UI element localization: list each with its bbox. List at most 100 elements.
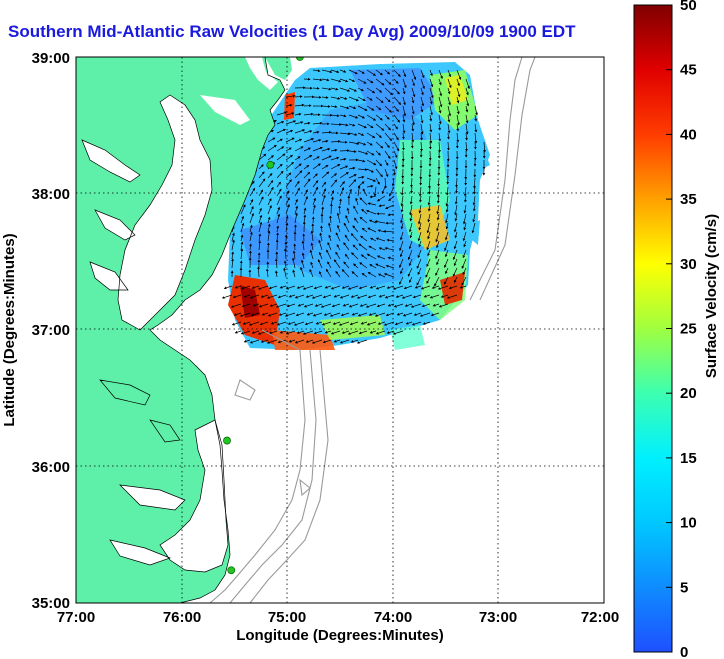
velocity-arrow xyxy=(437,177,440,187)
velocity-arrow xyxy=(343,261,350,269)
velocity-arrow xyxy=(387,303,395,307)
velocity-arrow xyxy=(408,258,413,267)
velocity-arrow xyxy=(399,231,404,241)
x-tick-label: 75:00 xyxy=(268,609,306,626)
velocity-arrow xyxy=(416,276,422,286)
velocity-arrow xyxy=(366,253,377,260)
velocity-arrow xyxy=(330,123,342,126)
velocity-arrow xyxy=(400,186,404,196)
radar-station-marker xyxy=(227,566,236,575)
velocity-arrow xyxy=(420,141,423,152)
velocity-arrow xyxy=(453,276,458,283)
velocity-arrow xyxy=(339,339,350,344)
velocity-arrow xyxy=(347,330,359,335)
velocity-arrow xyxy=(473,177,476,189)
velocity-arrow xyxy=(243,339,251,343)
velocity-arrow xyxy=(356,294,368,299)
velocity-arrow xyxy=(285,103,293,107)
velocity-arrow xyxy=(348,123,356,127)
velocity-arrow xyxy=(384,132,393,142)
velocity-arrow xyxy=(303,130,313,134)
colorbar-label: Surface Velocity (cm/s) xyxy=(703,214,720,378)
velocity-arrow xyxy=(303,112,314,116)
velocity-arrow xyxy=(438,303,449,308)
velocity-arrow xyxy=(259,321,269,326)
velocity-arrow xyxy=(330,87,339,91)
velocity-arrow xyxy=(435,249,440,260)
velocity-arrow xyxy=(301,240,305,251)
velocity-arrow xyxy=(383,273,395,278)
velocity-arrow xyxy=(276,153,286,161)
velocity-arrow xyxy=(328,222,332,233)
velocity-arrow xyxy=(276,321,287,326)
velocity-arrow xyxy=(258,240,262,251)
velocity-arrow xyxy=(428,141,432,150)
velocity-arrow xyxy=(456,69,462,81)
velocity-arrow xyxy=(268,285,278,290)
velocity-arrow xyxy=(403,285,413,290)
velocity-arrow xyxy=(345,215,350,224)
velocity-arrow xyxy=(387,256,395,260)
colorbar-tick-label: 40 xyxy=(680,126,697,143)
velocity-arrow xyxy=(357,312,368,317)
velocity-arrow xyxy=(465,78,470,90)
velocity-arrow xyxy=(352,225,359,233)
velocity-arrow xyxy=(408,222,413,233)
velocity-arrow xyxy=(276,120,285,125)
x-tick-label: 73:00 xyxy=(479,609,517,626)
velocity-arrow xyxy=(276,163,283,170)
velocity-arrow xyxy=(267,216,271,224)
velocity-arrow xyxy=(453,222,458,233)
velocity-arrow xyxy=(322,339,332,344)
velocity-arrow xyxy=(402,114,406,123)
velocity-arrow xyxy=(339,198,342,206)
velocity-arrow xyxy=(276,188,282,197)
velocity-arrow xyxy=(357,185,361,197)
velocity-arrow xyxy=(366,123,374,129)
velocity-arrow xyxy=(357,105,368,111)
velocity-arrow xyxy=(294,156,301,161)
velocity-arrow xyxy=(396,312,404,316)
velocity-arrow xyxy=(312,197,316,206)
velocity-arrow xyxy=(357,141,367,146)
colorbar-tick-label: 35 xyxy=(680,191,697,208)
velocity-arrow xyxy=(323,312,332,316)
velocity-arrow xyxy=(456,87,461,98)
velocity-arrow xyxy=(312,156,320,161)
velocity-arrow xyxy=(414,285,422,289)
velocity-arrow xyxy=(257,266,260,278)
velocity-arrow xyxy=(438,87,443,97)
velocity-arrow xyxy=(297,303,305,307)
velocity-arrow xyxy=(447,78,452,89)
velocity-arrow xyxy=(393,105,399,112)
velocity-arrow xyxy=(339,87,351,92)
velocity-arrow xyxy=(368,312,377,316)
velocity-arrow xyxy=(404,303,413,307)
velocity-arrow xyxy=(393,159,398,170)
velocity-arrow xyxy=(384,177,387,189)
velocity-arrow xyxy=(240,215,244,224)
velocity-arrow xyxy=(369,264,377,269)
velocity-arrow xyxy=(317,259,323,269)
velocity-arrow xyxy=(444,249,449,258)
velocity-arrow xyxy=(240,234,244,242)
y-tick-label: 39:00 xyxy=(32,50,70,67)
velocity-arrow xyxy=(344,253,350,260)
velocity-arrow xyxy=(366,168,374,173)
velocity-arrow xyxy=(420,132,423,141)
colorbar-ticks: 0 5 10 15 20 25 30 35 40 45 50 xyxy=(666,0,697,659)
bathymetry-contours xyxy=(209,57,536,603)
velocity-arrow xyxy=(303,164,310,170)
velocity-arrow xyxy=(260,339,269,343)
velocity-arrow xyxy=(402,141,405,151)
grid-lines xyxy=(76,57,604,603)
velocity-arrow xyxy=(411,69,417,81)
velocity-arrow xyxy=(331,303,341,308)
velocity-arrow xyxy=(249,205,254,215)
velocity-arrow xyxy=(294,198,298,206)
velocity-arrow xyxy=(330,140,341,143)
velocity-arrow xyxy=(361,227,368,233)
velocity-arrow xyxy=(393,96,402,106)
velocity-arrow xyxy=(435,231,440,243)
velocity-arrow xyxy=(294,224,297,233)
